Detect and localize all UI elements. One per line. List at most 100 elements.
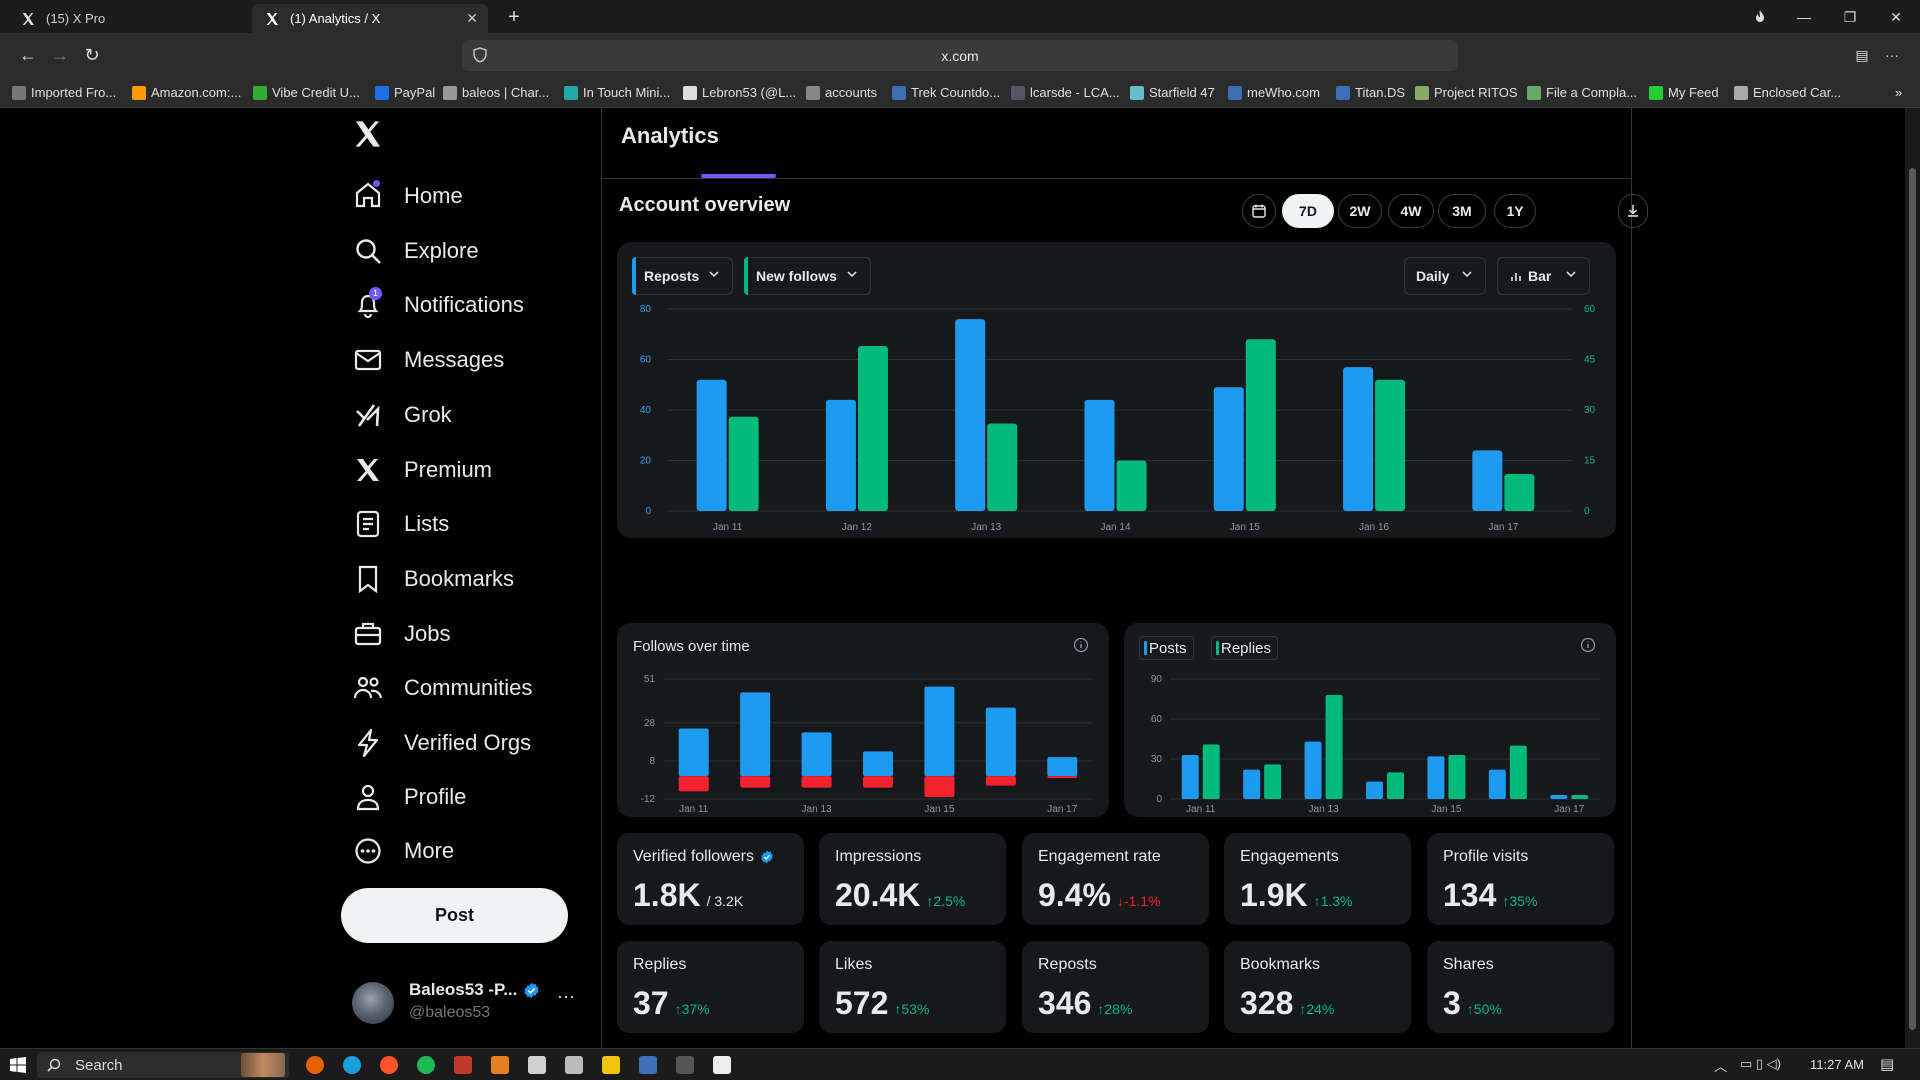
bar-new-follows[interactable] <box>1116 460 1147 512</box>
reload-icon[interactable]: ↻ <box>84 44 100 65</box>
stat-card-verified-followers[interactable]: Verified followers 1.8K / 3.2K <box>617 833 804 925</box>
nav-item-bookmarks[interactable]: Bookmarks <box>340 554 514 604</box>
brave-icon[interactable] <box>380 1056 398 1074</box>
bar-follows-lost[interactable] <box>924 776 955 798</box>
app-icon[interactable] <box>454 1056 472 1074</box>
scrollbar-thumb[interactable] <box>1909 168 1916 1030</box>
notepad-icon[interactable] <box>565 1056 583 1074</box>
nav-item-grok[interactable]: Grok <box>340 390 452 440</box>
calculator-icon[interactable] <box>528 1056 546 1074</box>
nav-item-home[interactable]: Home <box>340 171 463 221</box>
stat-card-profile-visits[interactable]: Profile visits 134 ↑35% <box>1427 833 1614 925</box>
range-button-7d[interactable]: 7D <box>1282 194 1334 228</box>
bar-reposts[interactable] <box>1084 399 1115 511</box>
stat-card-likes[interactable]: Likes 572 ↑53% <box>819 941 1006 1033</box>
bookmark-item[interactable]: Lebron53 (@L... <box>683 85 796 100</box>
minimize-button[interactable]: — <box>1797 9 1811 25</box>
shield-icon[interactable] <box>472 47 488 63</box>
bar-follows-gained[interactable] <box>863 751 893 777</box>
x-logo-icon[interactable] <box>352 118 384 150</box>
taskbar-search[interactable]: Search <box>37 1052 289 1078</box>
firefox-icon[interactable] <box>306 1056 324 1074</box>
restore-button[interactable]: ❐ <box>1843 8 1857 25</box>
bookmark-item[interactable]: baleos | Char... <box>443 85 549 100</box>
stat-card-shares[interactable]: Shares 3 ↑50% <box>1427 941 1614 1033</box>
nav-item-verified-orgs[interactable]: Verified Orgs <box>340 718 531 768</box>
bar-follows-gained[interactable] <box>678 728 709 777</box>
bookmark-item[interactable]: Titan.DS <box>1336 85 1405 100</box>
nav-item-more[interactable]: More <box>340 826 454 876</box>
info-icon[interactable] <box>1073 637 1089 653</box>
flame-icon[interactable] <box>1738 4 1782 30</box>
forward-icon[interactable]: → <box>51 44 69 65</box>
bar-posts[interactable] <box>1427 756 1445 799</box>
bar-follows-gained[interactable] <box>740 692 771 777</box>
windows-start-icon[interactable] <box>10 1057 26 1073</box>
bar-reposts[interactable] <box>955 319 986 511</box>
nav-item-notifications[interactable]: 1 Notifications <box>340 280 524 330</box>
app-icon[interactable] <box>491 1056 509 1074</box>
bar-new-follows[interactable] <box>728 416 759 511</box>
more-dots-icon[interactable]: ··· <box>557 986 575 1006</box>
nav-item-communities[interactable]: Communities <box>340 663 532 713</box>
bookmark-item[interactable]: lcarsde - LCA... <box>1011 85 1120 100</box>
bookmark-item[interactable]: My Feed <box>1649 85 1719 100</box>
stat-card-engagements[interactable]: Engagements 1.9K ↑1.3% <box>1224 833 1411 925</box>
bar-replies[interactable] <box>1202 744 1220 799</box>
nav-item-explore[interactable]: Explore <box>340 226 479 276</box>
bar-new-follows[interactable] <box>1375 379 1406 511</box>
app-icon[interactable] <box>639 1056 657 1074</box>
bar-follows-lost[interactable] <box>740 776 771 788</box>
nav-item-profile[interactable]: Profile <box>340 772 466 822</box>
bar-replies[interactable] <box>1571 795 1589 799</box>
back-icon[interactable]: ← <box>19 44 37 65</box>
bookmarks-overflow-icon[interactable]: » <box>1895 85 1903 100</box>
notifications-center-icon[interactable]: ▤ <box>1880 1056 1895 1073</box>
account-switcher[interactable]: Baleos53 -P... @baleos53 ··· <box>352 978 602 1030</box>
bar-follows-gained[interactable] <box>924 686 955 777</box>
bookmark-item[interactable]: PayPal <box>375 85 435 100</box>
bar-replies[interactable] <box>1387 772 1404 799</box>
file-explorer-icon[interactable] <box>602 1056 620 1074</box>
legend-replies[interactable]: Replies <box>1211 636 1279 660</box>
bar-replies[interactable] <box>1448 755 1466 799</box>
metric-left-dropdown[interactable]: Reposts <box>632 257 733 295</box>
new-tab-button[interactable]: + <box>508 5 520 28</box>
bar-follows-lost[interactable] <box>985 776 1016 786</box>
bar-reposts[interactable] <box>1343 367 1374 511</box>
granularity-dropdown[interactable]: Daily <box>1404 257 1486 295</box>
download-button[interactable] <box>1618 194 1648 228</box>
stat-card-reposts[interactable]: Reposts 346 ↑28% <box>1022 941 1209 1033</box>
browser-tab-analytics[interactable]: (1) Analytics / X ✕ <box>252 4 488 33</box>
info-icon[interactable] <box>1580 637 1596 653</box>
bar-follows-gained[interactable] <box>1047 757 1078 777</box>
post-button[interactable]: Post <box>341 888 568 943</box>
bar-new-follows[interactable] <box>857 346 888 511</box>
close-tab-icon[interactable]: ✕ <box>466 10 478 26</box>
bar-reposts[interactable] <box>1213 387 1244 511</box>
range-button-2w[interactable]: 2W <box>1338 194 1382 228</box>
app-icon[interactable] <box>676 1056 694 1074</box>
edge-icon[interactable] <box>343 1056 361 1074</box>
bookmark-item[interactable]: Vibe Credit U... <box>253 85 360 100</box>
bookmark-item[interactable]: In Touch Mini... <box>564 85 670 100</box>
bar-new-follows[interactable] <box>987 423 1018 511</box>
nav-item-premium[interactable]: Premium <box>340 445 492 495</box>
address-bar[interactable]: x.com <box>462 40 1458 71</box>
spotify-icon[interactable] <box>417 1056 435 1074</box>
bar-posts[interactable] <box>1550 795 1568 799</box>
menu-dots-icon[interactable]: ··· <box>1885 47 1899 63</box>
range-button-3m[interactable]: 3M <box>1438 194 1486 228</box>
browser-tab-xpro[interactable]: (15) X Pro <box>8 4 248 33</box>
metric-right-dropdown[interactable]: New follows <box>744 257 871 295</box>
bar-reposts[interactable] <box>696 379 727 511</box>
bar-posts[interactable] <box>1181 755 1199 799</box>
bar-follows-lost[interactable] <box>801 776 832 788</box>
bar-replies[interactable] <box>1264 764 1282 799</box>
bar-posts[interactable] <box>1243 769 1261 799</box>
bar-posts[interactable] <box>1488 769 1506 799</box>
bar-follows-lost[interactable] <box>863 776 893 788</box>
bar-follows-lost[interactable] <box>1047 776 1078 779</box>
bar-new-follows[interactable] <box>1245 339 1276 511</box>
bookmark-item[interactable]: Amazon.com:... <box>132 85 241 100</box>
